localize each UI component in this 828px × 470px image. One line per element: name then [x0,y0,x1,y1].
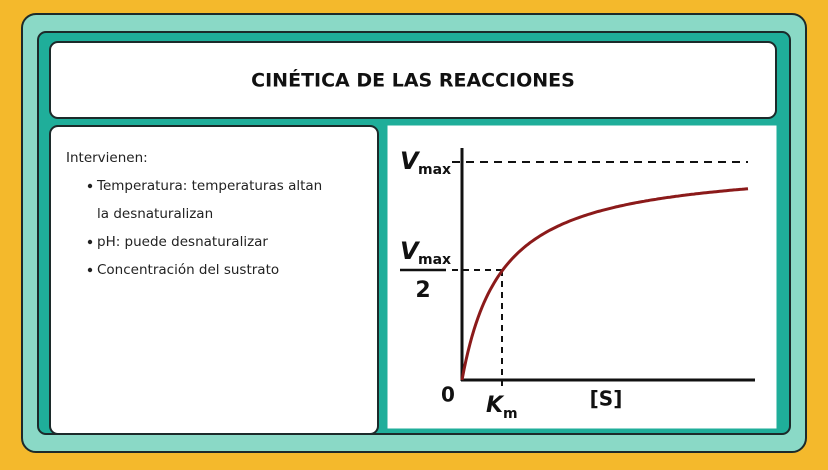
bullet-dot [87,183,93,189]
half-symbol: V [400,237,421,265]
title-box [49,41,777,119]
figure: V max V max 2 0 K m [S] [400,147,755,422]
intro: Intervienen: [66,150,148,166]
km-sub: m [503,406,518,422]
title: CINÉTICA DE LAS REACCIONES [251,69,575,92]
x-label: [S] [590,387,623,411]
text-box [49,125,379,435]
vmax-sub: max [418,162,451,178]
bullet-text: Temperatura: temperaturas altan [96,178,322,194]
km-symbol: K [486,393,505,418]
bullet-text: pH: puede desnaturalizar [97,234,268,250]
bullet-text: la desnaturalizan [97,206,213,222]
bullet-text: Concentración del sustrato [97,262,279,278]
bullet-dot [87,267,93,273]
vmax-symbol: V [400,147,421,175]
bullet-list: Temperatura: temperaturas altan la desnat… [87,178,322,278]
half-sub: max [418,252,451,268]
bullet-dot [87,239,93,245]
curve [460,187,749,381]
origin: 0 [441,383,455,407]
half-denominator: 2 [415,278,430,303]
